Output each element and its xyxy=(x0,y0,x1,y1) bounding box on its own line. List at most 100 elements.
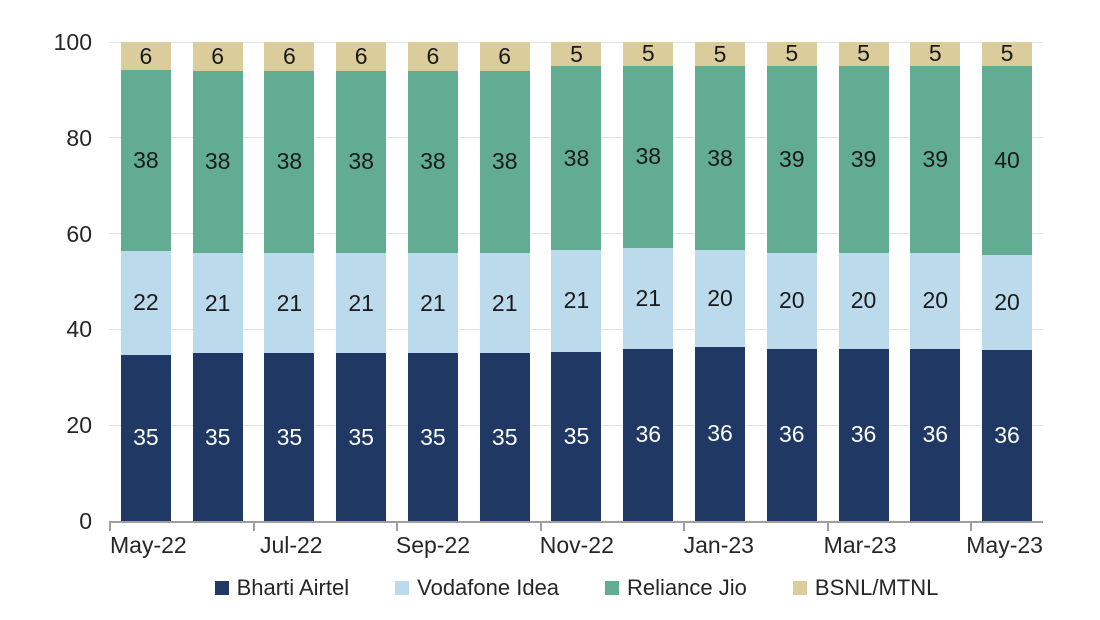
x-tick-label xyxy=(470,532,540,559)
segment-label: 38 xyxy=(491,148,518,175)
bar-segment: 39 xyxy=(838,65,889,253)
bar-segment: 38 xyxy=(695,66,745,251)
legend-item: BSNL/MTNL xyxy=(792,575,939,601)
segment-label: 38 xyxy=(204,148,231,175)
segment-label: 5 xyxy=(1000,40,1014,67)
bar-slot: 6 38 21 35 xyxy=(325,42,397,521)
bar-slot: 5 38 21 36 xyxy=(612,42,684,521)
x-tick-label: Nov-22 xyxy=(539,532,614,558)
legend-label: BSNL/MTNL xyxy=(814,575,939,600)
segment-label: 35 xyxy=(348,423,374,450)
bar: 6 38 21 35 xyxy=(336,42,387,521)
axis-tick xyxy=(683,521,686,531)
y-tick-label: 0 xyxy=(79,508,92,534)
segment-label: 36 xyxy=(994,422,1020,449)
segment-label: 21 xyxy=(204,289,231,316)
bar-segment: 5 xyxy=(695,42,745,67)
plot-area: 6 38 22 35 6 38 21 35 6 38 21 35 6 38 21 35 6 38 21 35 6 38 21… xyxy=(109,41,1043,531)
bar-slot: 5 38 21 35 xyxy=(541,42,613,521)
bar-slot: 6 38 21 35 xyxy=(254,42,326,521)
bar-segment: 20 xyxy=(838,252,889,349)
bar: 5 38 21 36 xyxy=(623,40,674,521)
bar-segment: 5 xyxy=(910,42,961,66)
bar: 5 39 20 36 xyxy=(910,42,961,521)
segment-label: 6 xyxy=(211,42,225,69)
segment-label: 35 xyxy=(276,423,303,450)
segment-label: 6 xyxy=(498,42,512,69)
segment-label: 22 xyxy=(133,289,159,316)
segment-label: 35 xyxy=(563,422,590,449)
bar-segment: 20 xyxy=(910,252,961,349)
x-tick-label: May-23 xyxy=(966,532,1043,558)
x-tick-label xyxy=(326,532,396,559)
segment-label: 5 xyxy=(785,40,799,67)
y-tick-label: 40 xyxy=(66,316,92,343)
bar-segment: 21 xyxy=(623,247,674,349)
segment-label: 35 xyxy=(204,423,231,450)
bars: 6 38 22 35 6 38 21 35 6 38 21 35 6 38 21 35 6 38 21 35 6 38 21… xyxy=(110,42,1043,521)
bar-segment: 20 xyxy=(695,250,745,347)
segment-label: 35 xyxy=(133,424,159,451)
legend-swatch xyxy=(395,581,410,595)
segment-label: 39 xyxy=(922,145,949,172)
legend: Bharti Airtel Vodafone Idea Reliance Jio BS… xyxy=(110,575,1043,601)
segment-label: 5 xyxy=(570,40,583,67)
x-tick-label: May-22 xyxy=(110,532,187,558)
legend-item: Bharti Airtel xyxy=(214,575,350,601)
bar-segment: 20 xyxy=(766,252,817,349)
segment-label: 20 xyxy=(778,287,805,314)
bar-segment: 21 xyxy=(479,252,530,354)
segment-label: 38 xyxy=(276,148,303,175)
bar-segment: 38 xyxy=(120,70,171,251)
legend-swatch xyxy=(792,581,807,595)
legend-swatch xyxy=(214,581,229,595)
segment-label: 5 xyxy=(641,40,655,67)
legend-label: Vodafone Idea xyxy=(417,575,560,600)
x-tick-label: Jan-23 xyxy=(683,532,754,558)
bar-segment: 21 xyxy=(336,252,387,354)
bar-segment: 38 xyxy=(407,70,458,253)
segment-label: 20 xyxy=(707,284,733,311)
bar: 5 40 20 36 xyxy=(982,40,1033,521)
bar-slot: 6 38 21 35 xyxy=(182,42,254,521)
segment-label: 40 xyxy=(994,147,1020,174)
x-tick-label xyxy=(614,532,684,559)
bar-slot: 5 38 20 36 xyxy=(684,42,756,521)
legend-item: Vodafone Idea xyxy=(395,575,559,601)
bar: 5 39 20 36 xyxy=(838,42,889,521)
bar-slot: 6 38 21 35 xyxy=(397,42,469,521)
segment-label: 21 xyxy=(491,289,518,316)
bar-slot: 6 38 22 35 xyxy=(110,42,182,521)
legend-item: Reliance Jio xyxy=(605,575,747,601)
bar-segment: 5 xyxy=(838,42,889,66)
bar-slot: 5 40 20 36 xyxy=(971,42,1043,521)
bar-segment: 6 xyxy=(407,42,458,71)
bar: 6 38 21 35 xyxy=(192,42,243,521)
bar-segment: 5 xyxy=(551,40,602,67)
bar-segment: 36 xyxy=(838,348,889,521)
y-tick-label: 100 xyxy=(53,29,92,55)
segment-label: 35 xyxy=(420,423,446,450)
bar-segment: 36 xyxy=(910,348,961,521)
bar-segment: 38 xyxy=(264,70,315,253)
legend-label: Reliance Jio xyxy=(627,575,747,600)
segment-label: 21 xyxy=(563,287,590,314)
x-tick-label xyxy=(897,532,967,559)
bar-segment: 6 xyxy=(192,42,243,71)
bar-segment: 21 xyxy=(407,252,458,354)
axis-tick xyxy=(109,521,111,531)
x-tick-label xyxy=(187,532,257,559)
segment-label: 6 xyxy=(354,42,368,69)
bar-segment: 35 xyxy=(120,354,171,521)
legend-label: Bharti Airtel xyxy=(236,575,350,600)
segment-label: 36 xyxy=(635,421,662,448)
bar-segment: 22 xyxy=(120,250,171,355)
bar-segment: 21 xyxy=(551,250,602,352)
bar-segment: 36 xyxy=(766,348,817,521)
bar-segment: 5 xyxy=(982,40,1033,67)
segment-label: 38 xyxy=(420,148,446,175)
segment-label: 20 xyxy=(994,289,1020,316)
bar-segment: 35 xyxy=(407,353,458,521)
bar-slot: 5 39 20 36 xyxy=(828,42,900,521)
